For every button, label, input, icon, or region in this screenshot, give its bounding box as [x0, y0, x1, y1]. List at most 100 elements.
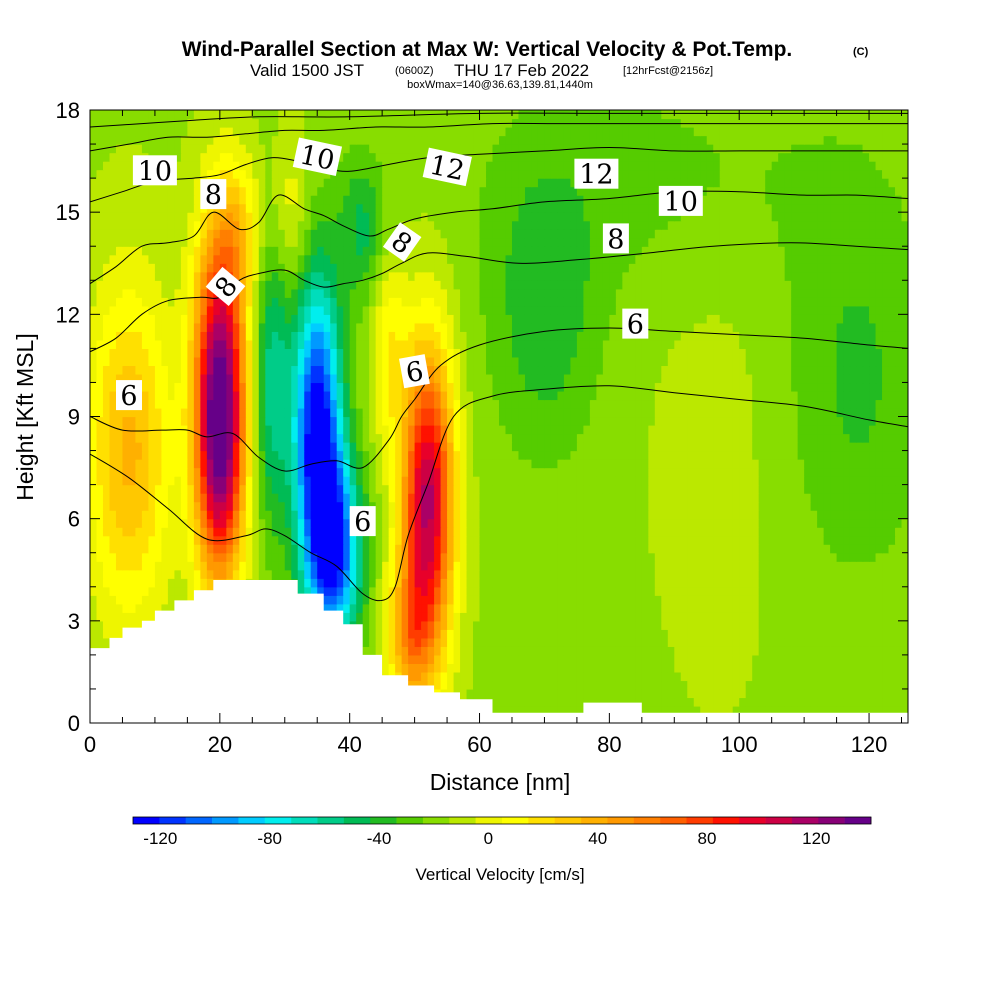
w-cell — [869, 484, 877, 494]
w-cell — [557, 654, 565, 664]
w-cell — [758, 671, 766, 682]
w-cell — [583, 459, 591, 469]
w-cell — [765, 705, 773, 716]
w-cell — [680, 493, 688, 503]
w-cell — [784, 493, 792, 503]
w-cell — [434, 493, 442, 503]
w-cell — [583, 671, 591, 682]
w-cell — [596, 578, 604, 588]
w-cell — [148, 459, 156, 469]
w-cell — [401, 663, 409, 673]
w-cell — [654, 501, 662, 511]
w-cell — [141, 382, 150, 392]
w-cell — [622, 569, 630, 579]
w-cell — [661, 646, 669, 656]
w-cell — [492, 603, 500, 613]
w-cell — [758, 518, 766, 528]
w-cell — [460, 680, 468, 690]
w-cell — [654, 595, 662, 605]
w-cell — [174, 561, 182, 571]
w-cell — [557, 637, 565, 647]
w-cell — [141, 612, 150, 622]
w-cell — [726, 407, 734, 418]
w-cell — [511, 527, 520, 537]
w-cell — [563, 535, 572, 545]
w-cell — [648, 603, 656, 613]
w-cell — [667, 620, 675, 630]
w-cell — [875, 688, 883, 699]
w-cell — [499, 612, 507, 622]
w-cell — [836, 578, 844, 588]
w-cell — [596, 586, 604, 596]
w-cell — [109, 476, 117, 486]
w-cell — [602, 399, 610, 409]
w-cell — [544, 705, 552, 716]
w-cell — [492, 688, 500, 699]
w-cell — [570, 399, 578, 409]
w-cell — [667, 425, 675, 435]
w-cell — [460, 399, 468, 409]
w-cell — [518, 603, 526, 613]
w-cell — [473, 407, 481, 418]
w-cell — [135, 612, 143, 622]
w-cell — [453, 663, 461, 673]
w-cell — [817, 544, 825, 554]
w-cell — [193, 569, 201, 579]
w-cell — [200, 476, 208, 486]
w-cell — [596, 697, 604, 707]
w-cell — [245, 510, 253, 520]
w-cell — [739, 501, 747, 511]
w-cell — [680, 586, 688, 596]
w-cell — [719, 433, 727, 443]
w-cell — [408, 518, 416, 528]
w-cell — [343, 578, 351, 588]
w-cell — [174, 510, 182, 520]
w-cell — [758, 646, 766, 656]
w-cell — [440, 595, 448, 605]
w-cell — [700, 629, 708, 639]
w-cell — [401, 442, 409, 452]
w-cell — [739, 493, 747, 503]
w-cell — [460, 612, 468, 622]
w-cell — [161, 476, 169, 486]
w-cell — [271, 442, 279, 452]
w-cell — [537, 637, 546, 647]
w-cell — [310, 382, 318, 392]
w-cell — [849, 654, 857, 664]
w-cell — [791, 705, 799, 716]
w-cell — [628, 654, 636, 664]
w-cell — [778, 561, 786, 571]
w-cell — [505, 646, 513, 656]
w-cell — [232, 399, 240, 409]
w-cell — [362, 586, 370, 596]
w-cell — [700, 612, 708, 622]
w-cell — [758, 467, 766, 477]
w-cell — [180, 450, 188, 460]
w-cell — [583, 637, 591, 647]
w-cell — [700, 680, 708, 690]
w-cell — [609, 399, 617, 409]
w-cell — [752, 459, 760, 469]
w-cell — [537, 603, 546, 613]
w-cell — [615, 510, 623, 520]
w-cell — [330, 552, 338, 562]
w-cell — [817, 697, 825, 707]
w-cell — [161, 382, 169, 392]
w-cell — [700, 493, 708, 503]
w-cell — [836, 407, 844, 418]
w-cell — [304, 484, 312, 494]
w-cell — [739, 637, 747, 647]
w-cell — [843, 510, 851, 520]
w-cell — [706, 493, 714, 503]
w-cell — [291, 561, 299, 571]
w-cell — [96, 552, 104, 562]
w-cell — [531, 450, 539, 460]
w-cell — [278, 390, 286, 401]
w-cell — [823, 510, 831, 520]
w-cell — [804, 561, 812, 571]
w-cell — [466, 544, 474, 554]
w-cell — [882, 399, 890, 409]
w-cell — [109, 535, 117, 545]
w-cell — [466, 484, 474, 494]
w-cell — [460, 535, 468, 545]
